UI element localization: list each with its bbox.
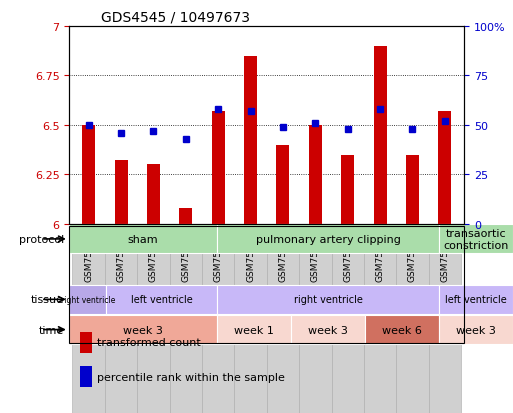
Text: week 3: week 3 (456, 325, 496, 335)
Bar (234, 224, 267, 413)
Bar (80, 332, 92, 353)
Bar (341, 155, 354, 224)
Text: tissue: tissue (31, 294, 64, 305)
Bar (364, 224, 396, 413)
Bar (439, 285, 513, 314)
Text: sham: sham (128, 234, 159, 244)
Bar (439, 225, 513, 254)
Bar (429, 224, 461, 413)
Bar (147, 165, 160, 224)
Bar (170, 224, 202, 413)
Text: right ventricle: right ventricle (293, 294, 363, 305)
Text: percentile rank within the sample: percentile rank within the sample (97, 372, 285, 382)
Bar (299, 224, 331, 413)
Bar (331, 224, 364, 413)
Bar (217, 315, 291, 344)
Bar (202, 224, 234, 413)
Text: week 3: week 3 (123, 325, 163, 335)
Bar (69, 225, 217, 254)
Bar (277, 145, 289, 224)
Bar (180, 209, 192, 224)
Bar (291, 315, 365, 344)
Text: protocol: protocol (19, 234, 64, 244)
Bar (244, 57, 257, 224)
Bar (309, 126, 322, 224)
Bar (137, 224, 170, 413)
Text: right ventricle: right ventricle (61, 295, 115, 304)
Text: GDS4545 / 10497673: GDS4545 / 10497673 (101, 10, 250, 24)
Bar (267, 224, 299, 413)
Bar (82, 126, 95, 224)
Bar (217, 285, 439, 314)
Bar (439, 112, 451, 224)
Text: week 3: week 3 (308, 325, 348, 335)
Bar (439, 315, 513, 344)
Bar (80, 366, 92, 387)
Text: left ventricle: left ventricle (131, 294, 192, 305)
Bar (406, 155, 419, 224)
Text: week 6: week 6 (382, 325, 422, 335)
Text: time: time (39, 325, 64, 335)
Text: transformed count: transformed count (97, 337, 201, 347)
Bar (69, 285, 106, 314)
Text: transaortic
constriction: transaortic constriction (443, 228, 509, 250)
Bar (105, 224, 137, 413)
Bar (212, 112, 225, 224)
Bar (114, 161, 128, 224)
Bar (373, 47, 387, 224)
Text: week 1: week 1 (234, 325, 274, 335)
Bar (217, 225, 439, 254)
Text: pulmonary artery clipping: pulmonary artery clipping (255, 234, 401, 244)
Text: left ventricle: left ventricle (445, 294, 507, 305)
Bar (396, 224, 429, 413)
Bar (365, 315, 439, 344)
Bar (72, 224, 105, 413)
Bar (69, 315, 217, 344)
Bar (106, 285, 217, 314)
